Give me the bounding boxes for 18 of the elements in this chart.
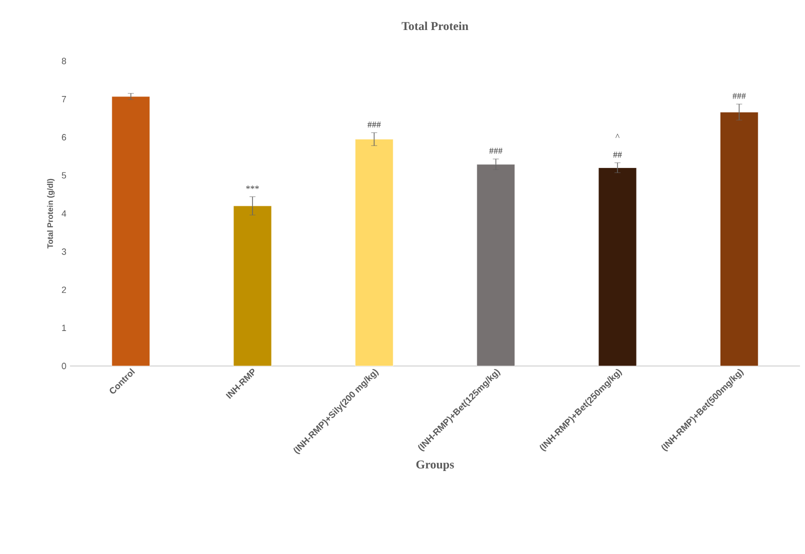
y-tick-label: 1 xyxy=(62,324,66,331)
y-tick-label: 3 xyxy=(62,248,66,255)
y-tick-label: 8 xyxy=(62,58,66,64)
annotation: ## xyxy=(613,152,622,158)
y-tick-label: 5 xyxy=(62,172,66,179)
y-tick-label: 7 xyxy=(62,96,66,102)
y-tick-label: 2 xyxy=(62,286,66,293)
x-axis-title: Groups xyxy=(416,460,454,471)
y-tick-label: 6 xyxy=(62,134,66,140)
annotation: ^ xyxy=(616,134,620,138)
annotation: ### xyxy=(368,122,381,128)
chart-title: Total Protein xyxy=(402,22,468,30)
annotation: *** xyxy=(246,186,259,189)
y-tick-label: 0 xyxy=(62,362,66,370)
annotation: ### xyxy=(489,148,502,154)
y-tick-label: 4 xyxy=(62,210,66,217)
y-axis-title: Total Protein (g/dl) xyxy=(47,178,55,248)
annotation: ### xyxy=(732,92,746,99)
